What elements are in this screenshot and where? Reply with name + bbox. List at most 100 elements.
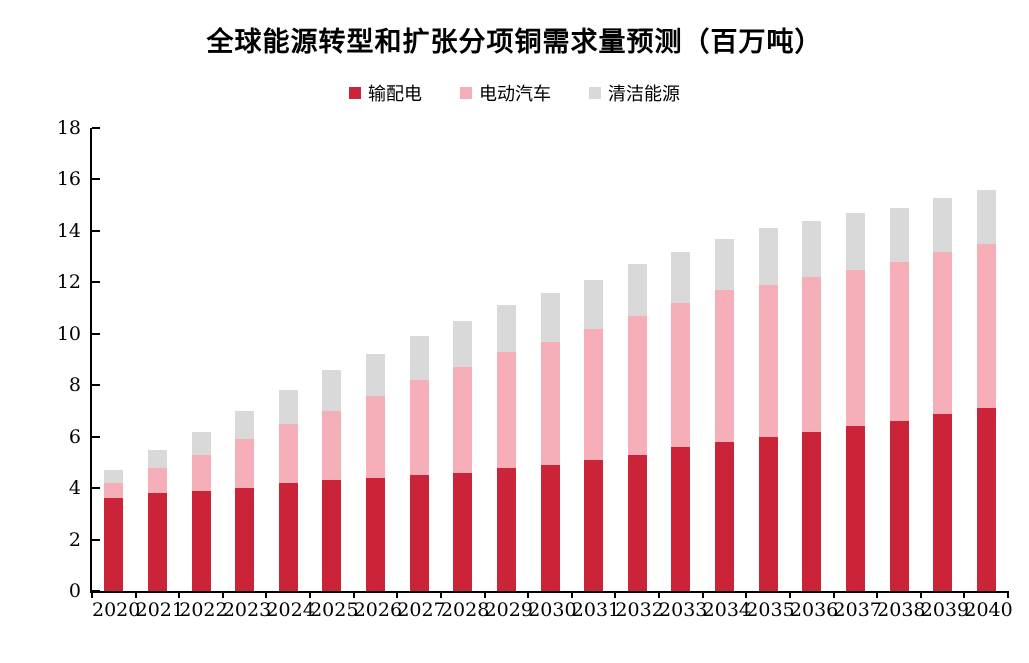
stacked-bar <box>147 449 167 591</box>
stacked-bar <box>627 264 647 591</box>
x-axis-label: 2027 <box>397 599 446 621</box>
x-axis-label: 2034 <box>702 599 752 621</box>
chart-title: 全球能源转型和扩张分项铜需求量预测（百万吨） <box>206 27 823 58</box>
bar-column <box>572 128 616 591</box>
legend-color-swatch <box>460 87 472 99</box>
bar-segment <box>584 459 604 591</box>
bar-segment <box>802 277 822 432</box>
bar-column <box>267 128 311 591</box>
x-axis-tick <box>745 591 748 598</box>
bar-column <box>397 128 441 591</box>
stacked-bar <box>496 305 516 591</box>
x-axis-label: 2024 <box>266 599 315 621</box>
bar-segment <box>758 284 778 437</box>
stacked-bar <box>584 279 604 591</box>
stacked-bar <box>889 207 909 591</box>
x-axis-label: 2029 <box>484 599 533 621</box>
y-axis-tick <box>92 229 100 232</box>
stacked-bar <box>933 197 953 591</box>
stacked-bar <box>671 251 691 591</box>
bar-segment <box>845 426 865 591</box>
stacked-bar <box>191 431 211 591</box>
x-axis-tick <box>614 591 617 598</box>
legend-color-swatch <box>349 87 361 99</box>
bar-segment <box>278 423 298 483</box>
x-axis-tick <box>963 591 966 598</box>
bar-column <box>834 128 878 591</box>
x-axis-tick <box>396 591 399 598</box>
bar-column <box>354 128 398 591</box>
y-axis-tick <box>92 178 100 181</box>
y-axis-label: 0 <box>68 580 81 602</box>
stacked-bar <box>366 354 386 591</box>
bar-segment <box>453 367 473 473</box>
bar-segment <box>584 328 604 460</box>
legend-label: 清洁能源 <box>608 84 680 105</box>
bar-segment <box>278 390 298 424</box>
bar-segment <box>366 395 386 478</box>
bar-column <box>659 128 703 591</box>
bar-column <box>965 128 1009 591</box>
bar-segment <box>889 261 909 422</box>
bar-segment <box>191 431 211 455</box>
stacked-bar <box>322 369 342 591</box>
bar-column <box>441 128 485 591</box>
x-axis-tick <box>658 591 661 598</box>
bar-segment <box>104 483 124 499</box>
bar-column <box>223 128 267 591</box>
x-axis-label: 2039 <box>920 599 970 621</box>
bar-segment <box>147 449 167 468</box>
stacked-bar <box>845 212 865 591</box>
bar-column <box>528 128 572 591</box>
stacked-bar <box>104 470 124 591</box>
legend-item: 清洁能源 <box>589 80 680 106</box>
y-axis-tick <box>92 332 100 335</box>
y-axis-label: 16 <box>56 168 81 191</box>
bar-column <box>179 128 223 591</box>
x-axis-label: 2033 <box>659 599 708 621</box>
x-axis-tick <box>832 591 835 598</box>
stacked-bar <box>976 189 996 591</box>
legend-item: 输配电 <box>349 80 422 106</box>
bar-segment <box>671 303 691 447</box>
bar-segment <box>104 498 124 591</box>
bar-segment <box>627 315 647 455</box>
y-axis-label: 8 <box>68 374 81 397</box>
bar-segment <box>366 477 386 591</box>
bar-segment <box>235 410 255 440</box>
bar-column <box>746 128 790 591</box>
bar-segment <box>191 454 211 491</box>
y-axis-label: 18 <box>56 117 81 139</box>
bar-segment <box>104 470 124 484</box>
plot-area: 0 2 4 6 8 10 12 14 16 18 2020 2021 2022 2023 2024 2025 2… <box>57 119 1013 621</box>
stacked-bar <box>758 228 778 591</box>
x-axis-tick <box>701 591 704 598</box>
y-axis-tick <box>92 435 100 438</box>
bar-segment <box>976 408 996 591</box>
x-axis-label: 2031 <box>571 599 621 621</box>
x-axis-label: 2037 <box>833 599 882 621</box>
x-axis-tick <box>1007 591 1009 598</box>
bar-segment <box>802 431 822 591</box>
bar-segment <box>758 228 778 285</box>
bar-segment <box>627 264 647 316</box>
bar-segment <box>322 410 342 481</box>
bar-column <box>877 128 921 591</box>
bar-segment <box>496 305 516 352</box>
x-axis-tick <box>483 591 486 598</box>
x-axis-label: 2038 <box>877 599 926 621</box>
bar-segment <box>889 421 909 591</box>
bar-segment <box>278 483 298 591</box>
bar-segment <box>627 454 647 591</box>
bar-segment <box>933 197 953 252</box>
stacked-bar <box>453 320 473 591</box>
bar-segment <box>933 251 953 414</box>
x-axis-tick <box>178 591 181 598</box>
bar-segment <box>845 212 865 270</box>
x-axis-label: 2030 <box>528 599 577 621</box>
y-axis-tick <box>92 281 100 284</box>
bar-segment <box>671 251 691 303</box>
bar-column <box>136 128 180 591</box>
bar-column <box>703 128 747 591</box>
y-axis-tick <box>92 384 100 387</box>
